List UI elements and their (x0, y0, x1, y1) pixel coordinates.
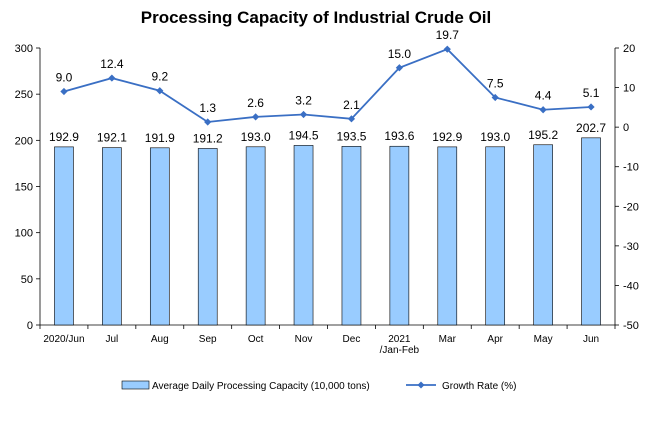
growth-rate-label: 19.7 (436, 28, 460, 42)
growth-rate-line (63, 48, 592, 123)
bar (149, 147, 170, 326)
category-label: 2021 (388, 334, 411, 345)
right-tick-label: 10 (623, 83, 635, 95)
growth-rate-marker (539, 106, 547, 114)
right-tick-label: -50 (623, 320, 639, 332)
left-tick-label: 150 (15, 182, 33, 194)
growth-rate-marker (204, 118, 212, 126)
bar (54, 146, 74, 326)
growth-rate-label: 7.5 (487, 76, 504, 90)
growth-rate-label: 9.0 (56, 71, 73, 85)
growth-rate-marker (60, 87, 68, 96)
category-label: Mar (439, 334, 457, 345)
bar-value-label: 195.2 (528, 128, 558, 142)
bar (437, 146, 458, 326)
bar-value-label: 193.0 (241, 130, 271, 144)
bar-value-label: 192.9 (432, 130, 462, 144)
growth-rate-marker (252, 113, 260, 121)
growth-rate-label: 9.2 (151, 70, 168, 84)
growth-rate-marker (108, 74, 116, 82)
growth-rate-marker (443, 45, 451, 53)
bar-value-label: 193.6 (384, 129, 414, 143)
bar (197, 148, 218, 326)
right-tick-label: 0 (623, 122, 629, 134)
category-label: Nov (295, 334, 313, 345)
growth-rate-marker (299, 110, 308, 119)
legend-label-line: Growth Rate (%) (442, 381, 516, 392)
category-label: Sep (199, 334, 217, 345)
category-label: Apr (487, 334, 503, 345)
growth-rate-label: 15.0 (388, 47, 412, 61)
left-tick-label: 50 (21, 274, 33, 286)
category-label: Aug (151, 334, 169, 345)
growth-rate-label: 1.3 (199, 101, 216, 115)
bar-value-label: 193.5 (336, 129, 366, 143)
bar-value-label: 191.2 (193, 131, 223, 145)
right-tick-label: -30 (623, 241, 639, 253)
growth-rate-label: 2.1 (343, 98, 360, 112)
right-tick-label: 20 (623, 43, 635, 55)
bar-value-label: 193.0 (480, 130, 510, 144)
right-tick-label: -10 (623, 162, 639, 174)
growth-rate-label: 4.4 (535, 89, 552, 103)
growth-rate-label: 2.6 (247, 96, 264, 110)
growth-rate-marker (587, 103, 595, 111)
growth-rate-label: 12.4 (100, 57, 124, 71)
left-tick-label: 250 (15, 89, 33, 101)
bar-value-label: 192.1 (97, 131, 127, 145)
bar (485, 146, 506, 326)
growth-rate-marker (395, 64, 403, 72)
bar-value-label: 192.9 (49, 130, 79, 144)
bar-value-label: 202.7 (576, 121, 606, 135)
legend-swatch-bar (121, 380, 150, 390)
category-label: Jun (583, 334, 599, 345)
growth-rate-marker (347, 115, 356, 123)
right-tick-label: -20 (623, 201, 639, 213)
bar (245, 146, 266, 326)
growth-rate-label: 3.2 (295, 93, 312, 107)
bar (533, 144, 553, 326)
growth-rate-label: 5.1 (583, 86, 600, 100)
right-tick-label: -40 (623, 280, 639, 292)
category-label: 2020/Jun (43, 334, 84, 345)
left-tick-label: 300 (15, 43, 33, 55)
bar (293, 145, 314, 326)
category-label: Oct (248, 334, 264, 345)
bar (581, 137, 601, 326)
category-label: Jul (105, 334, 118, 345)
growth-rate-marker (491, 93, 499, 102)
bar-value-label: 194.5 (289, 128, 319, 142)
plot-area: 050100150200250300-50-40-30-20-100102020… (15, 28, 639, 356)
bar (341, 146, 362, 326)
bar (102, 147, 122, 326)
chart-title: Processing Capacity of Industrial Crude … (141, 8, 491, 27)
left-tick-label: 100 (15, 228, 33, 240)
left-tick-label: 200 (15, 135, 33, 147)
left-tick-label: 0 (27, 320, 33, 332)
category-label: May (534, 334, 553, 345)
growth-rate-marker (156, 87, 164, 95)
legend-label-bar: Average Daily Processing Capacity (10,00… (152, 381, 370, 392)
bar (389, 145, 410, 326)
legend-marker (417, 381, 425, 389)
category-label: /Jan-Feb (380, 345, 420, 356)
legend: Average Daily Processing Capacity (10,00… (121, 380, 516, 392)
bar-value-label: 191.9 (145, 131, 175, 145)
category-label: Dec (343, 334, 361, 345)
